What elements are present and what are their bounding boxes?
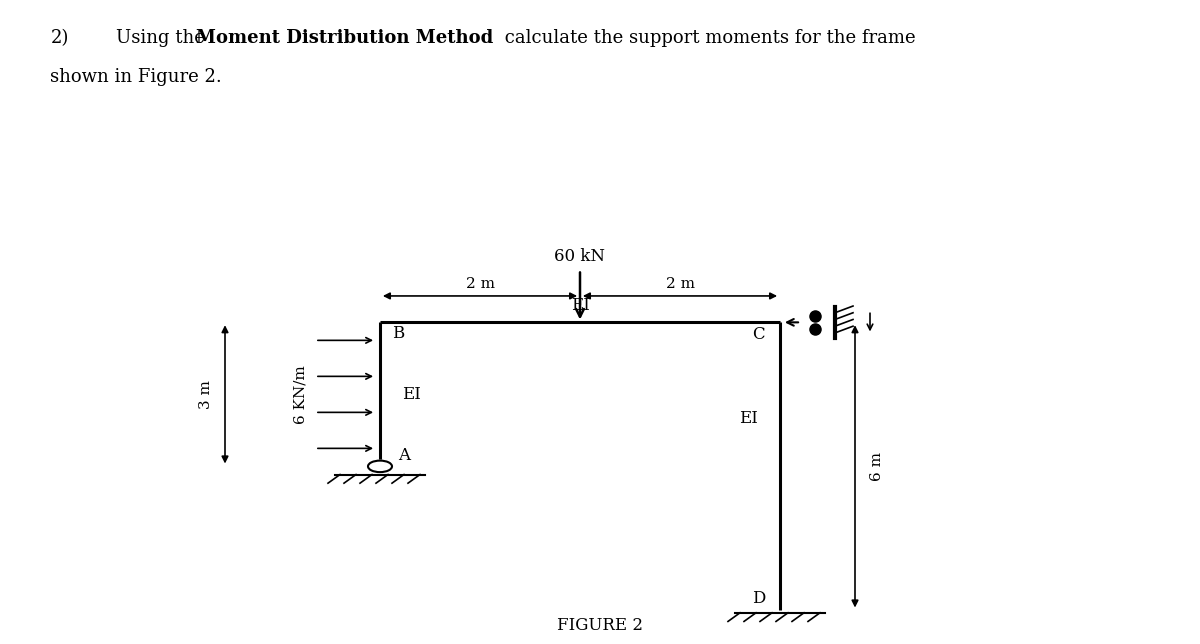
Text: D: D <box>751 589 766 607</box>
Text: 60 kN: 60 kN <box>554 248 606 265</box>
Text: 2): 2) <box>50 29 68 47</box>
Text: Moment Distribution Method: Moment Distribution Method <box>196 29 493 47</box>
Text: calculate the support moments for the frame: calculate the support moments for the fr… <box>499 29 916 47</box>
Circle shape <box>368 460 392 472</box>
Text: shown in Figure 2.: shown in Figure 2. <box>50 68 222 86</box>
Text: A: A <box>398 447 410 464</box>
Text: Using the: Using the <box>116 29 211 47</box>
Text: C: C <box>752 327 766 343</box>
Text: 6 KN/m: 6 KN/m <box>293 365 307 424</box>
Text: FIGURE 2: FIGURE 2 <box>557 618 643 634</box>
Text: EI: EI <box>402 386 421 403</box>
Text: EI: EI <box>739 410 758 427</box>
Text: 3 m: 3 m <box>199 380 214 409</box>
Text: B: B <box>392 325 404 342</box>
Text: 2 m: 2 m <box>666 277 695 291</box>
Text: 6 m: 6 m <box>870 452 884 481</box>
Text: 2 m: 2 m <box>466 277 494 291</box>
Text: EI: EI <box>570 297 589 314</box>
